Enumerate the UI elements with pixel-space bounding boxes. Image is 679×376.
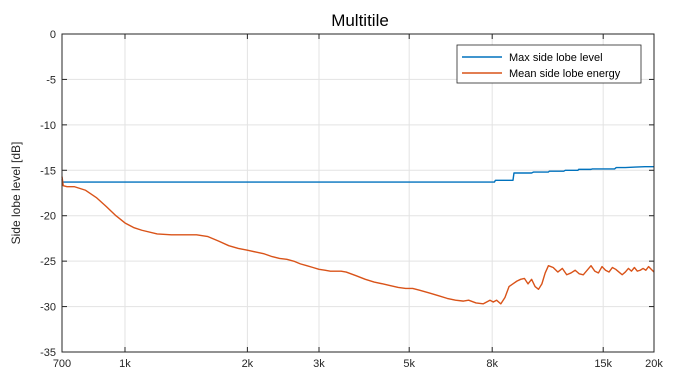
chart-title: Multitile (331, 11, 389, 30)
x-tick-label: 3k (313, 358, 325, 370)
y-tick-label: -25 (40, 256, 56, 268)
y-tick-label: -10 (40, 120, 56, 132)
legend: Max side lobe level Mean side lobe energ… (456, 44, 642, 84)
x-tick-label: 1k (119, 358, 131, 370)
x-tick-label: 2k (242, 358, 254, 370)
y-axis-label: Side lobe level [dB] (9, 142, 23, 245)
axis-ticks (61, 33, 655, 353)
y-tick-label: -20 (40, 211, 56, 223)
plot-background (62, 34, 654, 352)
legend-box (456, 44, 642, 84)
y-tick-label: -35 (40, 347, 56, 359)
series-lines (61, 165, 655, 305)
x-tick-label: 8k (486, 358, 498, 370)
x-tick-label: 5k (403, 358, 415, 370)
plot-frame (61, 33, 655, 353)
y-tick-label: 0 (50, 29, 56, 41)
series-line-max-side-lobe-level (61, 165, 654, 183)
x-tick-label: 15k (594, 358, 612, 370)
y-tick-label: -5 (46, 74, 56, 86)
series-line-mean-side-lobe-energy (61, 176, 655, 305)
x-tick-labels: 700 1k 2k 3k 5k 8k 15k 20k (53, 358, 664, 370)
plot-area: 700 1k 2k 3k 5k 8k 15k 20k 0 -5 -10 -15 -20 -25 -30 -3… (40, 29, 663, 370)
y-tick-label: -30 (40, 302, 56, 314)
x-tick-label: 700 (53, 358, 71, 370)
x-tick-label: 20k (645, 358, 663, 370)
y-tick-label: -15 (40, 165, 56, 177)
legend-label-max-side-lobe-level: Max side lobe level (509, 52, 603, 64)
legend-label-mean-side-lobe-energy: Mean side lobe energy (509, 68, 621, 80)
y-tick-labels: 0 -5 -10 -15 -20 -25 -30 -35 (40, 29, 56, 359)
